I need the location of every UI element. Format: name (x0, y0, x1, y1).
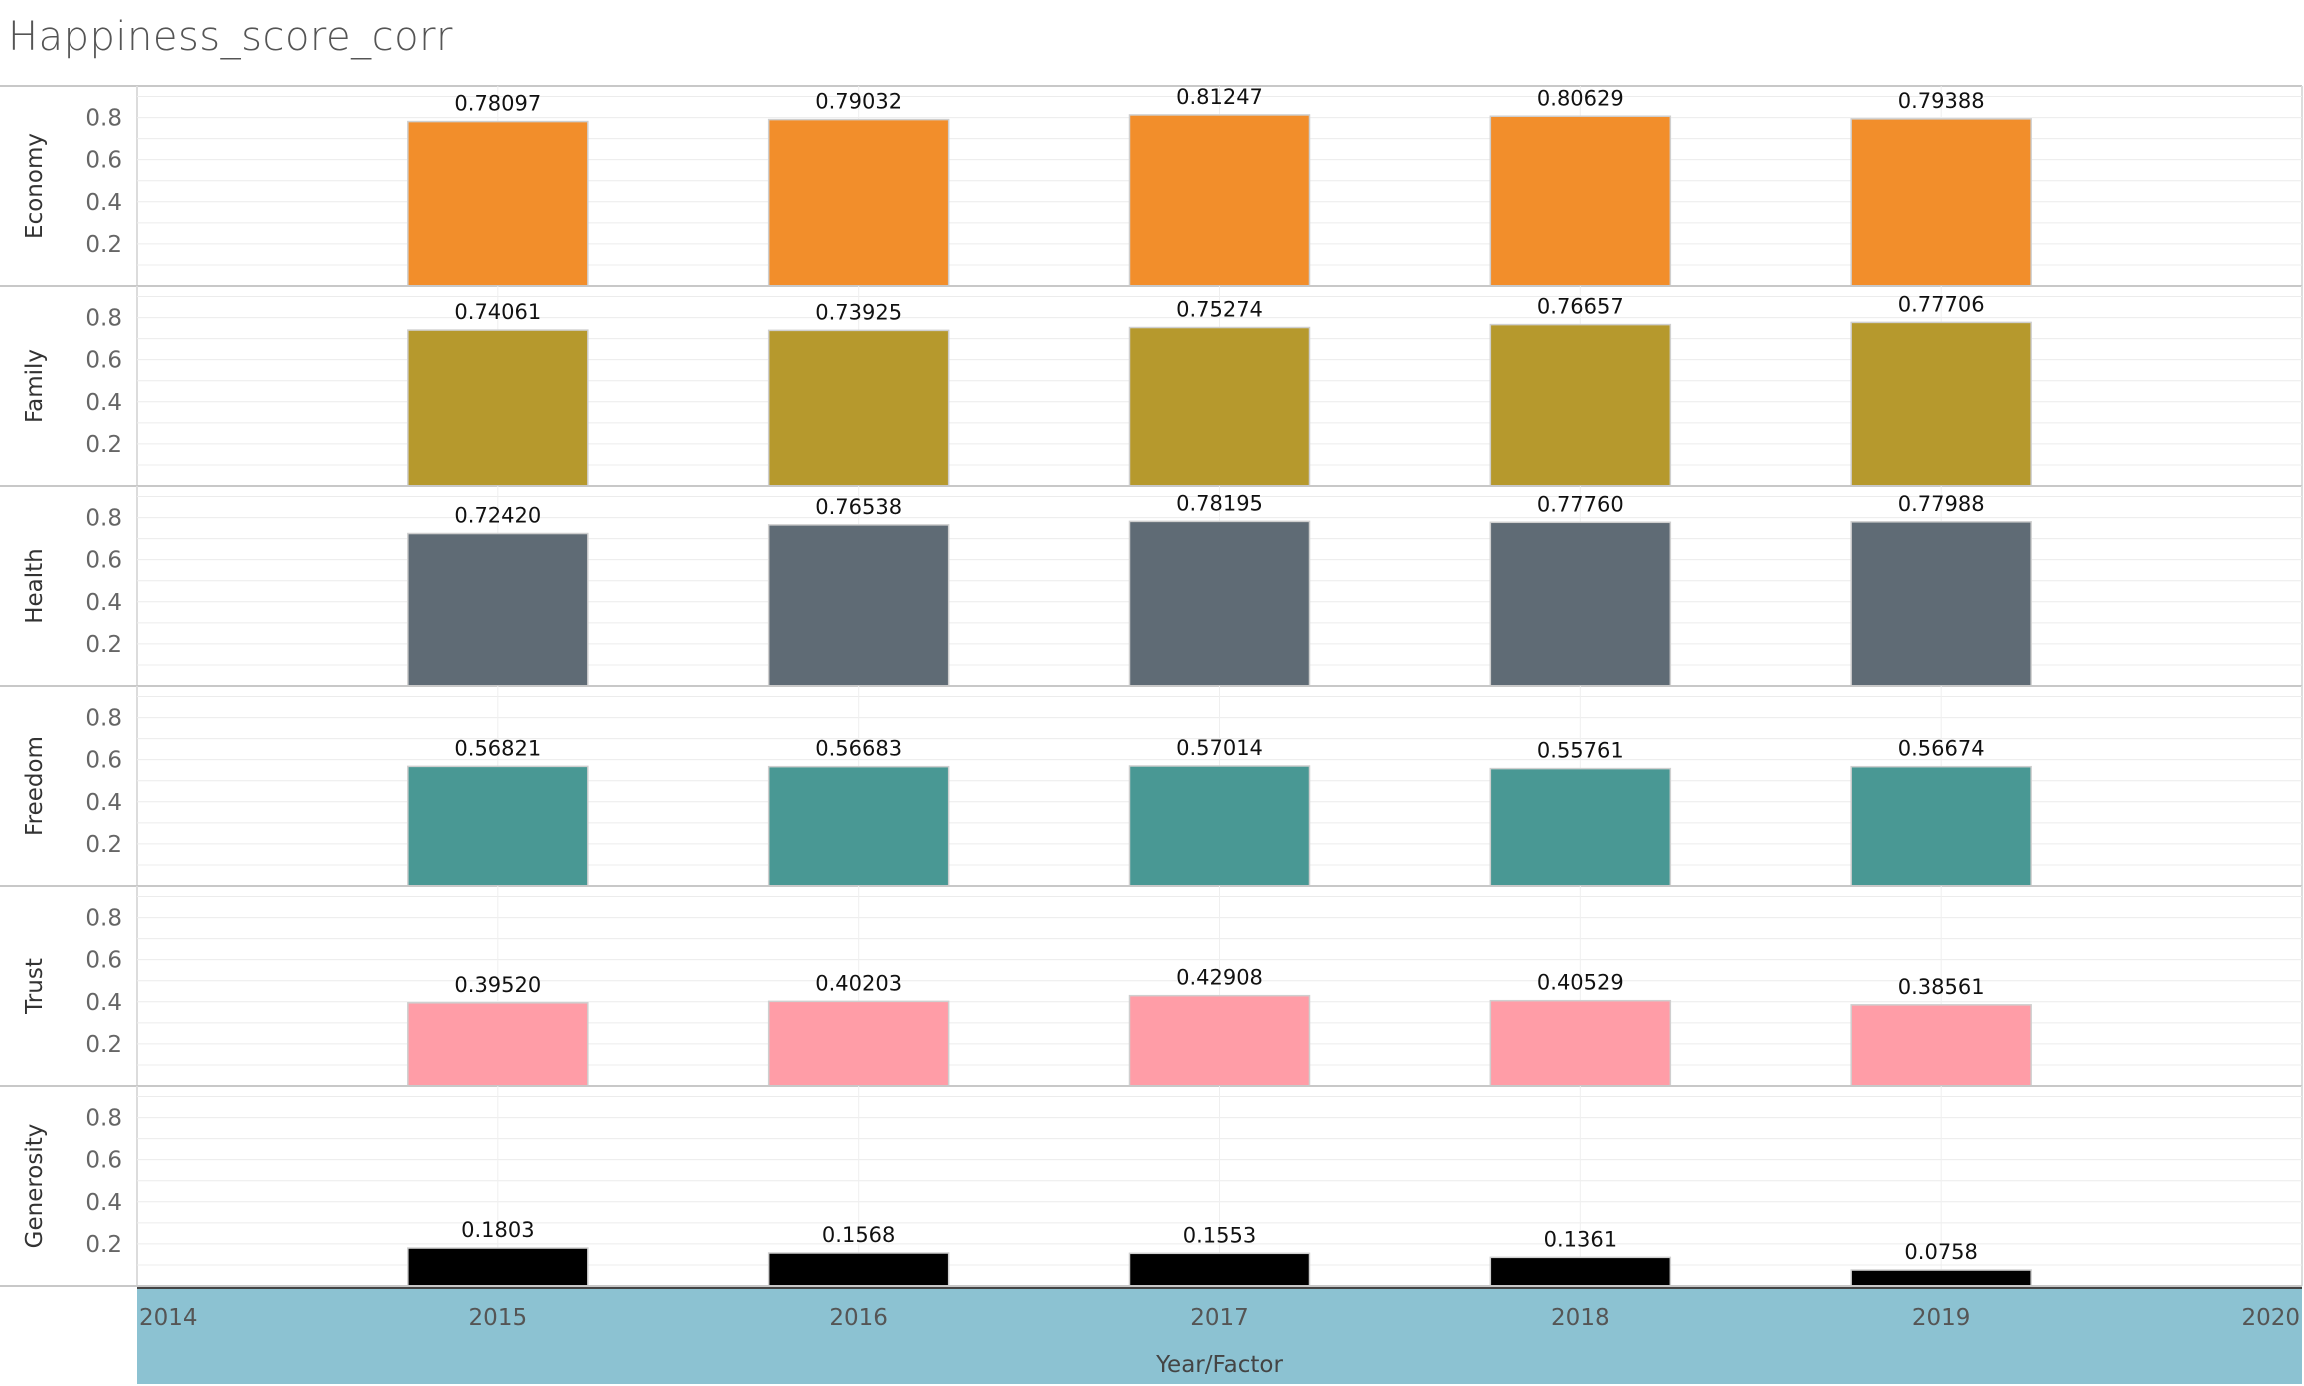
bar-health-2015 (408, 534, 588, 686)
y-tick-label: 0.2 (85, 632, 122, 658)
data-label-health-2019: 0.77988 (1898, 492, 1985, 516)
bar-health-2019 (1851, 522, 2031, 686)
x-tick-label: 2017 (1190, 1305, 1249, 1331)
bar-trust-2015 (408, 1003, 588, 1086)
data-label-trust-2019: 0.38561 (1898, 975, 1985, 999)
y-tick-label: 0.6 (85, 948, 122, 974)
y-tick-label: 0.4 (85, 390, 122, 416)
y-tick-label: 0.2 (85, 832, 122, 858)
bar-generosity-2018 (1490, 1257, 1670, 1286)
data-label-family-2016: 0.73925 (815, 300, 902, 324)
bar-freedom-2018 (1490, 769, 1670, 886)
y-tick-label: 0.8 (85, 106, 122, 132)
y-tick-label: 0.8 (85, 906, 122, 932)
row-label-health: Health (22, 548, 48, 624)
y-tick-label: 0.6 (85, 748, 122, 774)
y-tick-label: 0.8 (85, 506, 122, 532)
data-label-trust-2018: 0.40529 (1537, 971, 1624, 995)
y-tick-label: 0.6 (85, 348, 122, 374)
data-label-economy-2016: 0.79032 (815, 90, 902, 114)
data-label-family-2017: 0.75274 (1176, 298, 1263, 322)
y-tick-label: 0.6 (85, 1148, 122, 1174)
data-label-freedom-2019: 0.56674 (1898, 737, 1985, 761)
data-label-family-2015: 0.74061 (454, 300, 541, 324)
data-label-trust-2017: 0.42908 (1176, 966, 1263, 990)
bar-health-2016 (769, 525, 949, 686)
bar-generosity-2017 (1130, 1253, 1310, 1286)
x-tick-label: 2019 (1912, 1305, 1971, 1331)
y-tick-label: 0.6 (85, 148, 122, 174)
data-label-health-2016: 0.76538 (815, 495, 902, 519)
row-label-economy: Economy (22, 133, 48, 239)
data-label-generosity-2019: 0.0758 (1904, 1240, 1977, 1264)
x-axis-title: Year/Factor (1155, 1352, 1283, 1378)
data-label-economy-2018: 0.80629 (1537, 86, 1624, 110)
x-tick-label: 2018 (1551, 1305, 1610, 1331)
row-label-freedom: Freedom (22, 736, 48, 836)
data-label-freedom-2015: 0.56821 (454, 736, 541, 760)
bar-economy-2018 (1490, 116, 1670, 286)
bar-generosity-2019 (1851, 1270, 2031, 1286)
data-label-family-2019: 0.77706 (1898, 292, 1985, 316)
bar-family-2019 (1851, 322, 2031, 486)
data-label-freedom-2018: 0.55761 (1537, 739, 1624, 763)
y-tick-label: 0.2 (85, 232, 122, 258)
data-label-generosity-2017: 0.1553 (1183, 1223, 1256, 1247)
bar-economy-2016 (769, 120, 949, 286)
y-tick-label: 0.8 (85, 706, 122, 732)
bar-trust-2019 (1851, 1005, 2031, 1086)
bar-economy-2019 (1851, 119, 2031, 286)
y-tick-label: 0.4 (85, 190, 122, 216)
data-label-freedom-2017: 0.57014 (1176, 736, 1263, 760)
data-label-generosity-2015: 0.1803 (461, 1218, 534, 1242)
y-tick-label: 0.2 (85, 1032, 122, 1058)
row-label-trust: Trust (22, 958, 48, 1015)
data-label-health-2015: 0.72420 (454, 504, 541, 528)
data-label-economy-2017: 0.81247 (1176, 85, 1263, 109)
bar-family-2015 (408, 330, 588, 486)
bar-family-2018 (1490, 325, 1670, 486)
bar-health-2018 (1490, 522, 1670, 686)
data-label-family-2018: 0.76657 (1537, 295, 1624, 319)
bar-family-2016 (769, 330, 949, 486)
data-label-generosity-2018: 0.1361 (1544, 1227, 1617, 1251)
bar-family-2017 (1130, 328, 1310, 486)
data-label-trust-2015: 0.39520 (454, 973, 541, 997)
data-label-economy-2015: 0.78097 (454, 92, 541, 116)
y-tick-label: 0.4 (85, 590, 122, 616)
bar-freedom-2016 (769, 767, 949, 886)
bar-economy-2015 (408, 122, 588, 286)
x-tick-label: 2015 (469, 1305, 528, 1331)
x-tick-label: 2016 (829, 1305, 888, 1331)
bar-trust-2017 (1130, 996, 1310, 1086)
bar-generosity-2015 (408, 1248, 588, 1286)
data-label-economy-2019: 0.79388 (1898, 89, 1985, 113)
y-tick-label: 0.6 (85, 548, 122, 574)
data-label-health-2017: 0.78195 (1176, 491, 1263, 515)
bar-generosity-2016 (769, 1253, 949, 1286)
bar-trust-2018 (1490, 1001, 1670, 1086)
bar-economy-2017 (1130, 115, 1310, 286)
x-tick-label: 2014 (139, 1305, 198, 1331)
y-tick-label: 0.8 (85, 1106, 122, 1132)
bar-freedom-2017 (1130, 766, 1310, 886)
row-label-generosity: Generosity (22, 1124, 48, 1249)
y-tick-label: 0.4 (85, 790, 122, 816)
data-label-freedom-2016: 0.56683 (815, 737, 902, 761)
y-tick-label: 0.8 (85, 306, 122, 332)
y-tick-label: 0.4 (85, 1190, 122, 1216)
y-tick-label: 0.4 (85, 990, 122, 1016)
bar-freedom-2019 (1851, 767, 2031, 886)
bar-trust-2016 (769, 1001, 949, 1086)
bar-health-2017 (1130, 521, 1310, 686)
y-tick-label: 0.2 (85, 432, 122, 458)
y-tick-label: 0.2 (85, 1232, 122, 1258)
data-label-health-2018: 0.77760 (1537, 492, 1624, 516)
data-label-trust-2016: 0.40203 (815, 971, 902, 995)
bar-freedom-2015 (408, 766, 588, 886)
x-tick-label: 2020 (2241, 1305, 2300, 1331)
row-label-family: Family (22, 349, 48, 423)
data-label-generosity-2016: 0.1568 (822, 1223, 895, 1247)
